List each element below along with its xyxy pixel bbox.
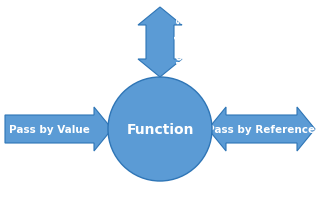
Text: Pass by Reference: Pass by Reference [207, 124, 316, 134]
Polygon shape [138, 8, 182, 78]
Polygon shape [208, 107, 315, 151]
Text: Pass by Pointer: Pass by Pointer [173, 0, 183, 88]
Circle shape [108, 78, 212, 181]
Text: Pass by Value: Pass by Value [9, 124, 90, 134]
Polygon shape [5, 107, 112, 151]
Text: Function: Function [126, 122, 194, 136]
